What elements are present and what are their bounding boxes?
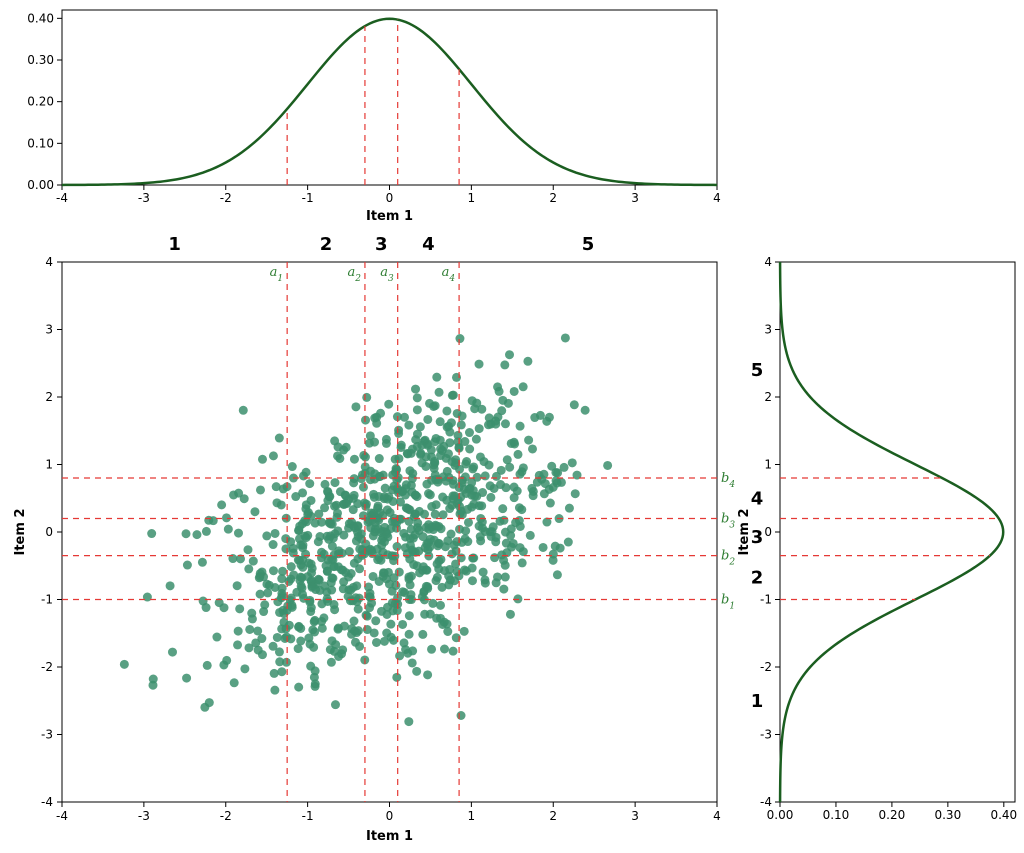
top-ytick: 0.30 <box>27 53 54 67</box>
top-xtick: -3 <box>138 191 150 205</box>
scatter-ytick: -4 <box>41 795 53 809</box>
scatter-ylabel: Item 2 <box>13 509 28 556</box>
figure-container: { "figure": { "width_px": 1024, "height_… <box>0 0 1024 853</box>
top-xtick: 0 <box>386 191 394 205</box>
top-marginal-frame <box>62 10 717 185</box>
right-ytick: 2 <box>764 390 772 404</box>
top-xlabel: Item 1 <box>366 209 413 224</box>
top-region-label: 2 <box>320 234 333 255</box>
top-xtick: -2 <box>220 191 232 205</box>
right-ytick: -1 <box>760 593 772 607</box>
scatter-ytick: 0 <box>45 525 53 539</box>
right-xtick: 0.00 <box>767 808 794 822</box>
top-xtick: 4 <box>713 191 721 205</box>
scatter-ytick: 1 <box>45 458 53 472</box>
scatter-xtick: -2 <box>220 809 232 823</box>
scatter-ytick: 4 <box>45 255 53 269</box>
top-xtick: -1 <box>302 191 314 205</box>
vertical-cut-label: a1 <box>270 265 284 284</box>
scatter-xtick: 0 <box>386 809 394 823</box>
top-ytick: 0.40 <box>27 11 54 25</box>
right-density-curve <box>780 262 1003 802</box>
right-ytick: -2 <box>760 660 772 674</box>
right-marginal-frame <box>780 262 1015 802</box>
right-xtick: 0.40 <box>990 808 1017 822</box>
figure-svg: -4 -3 -2 -1 0 1 2 3 4 -4 -3 -2 -1 0 1 2 3 4 Item 1 Item 2 a1… <box>0 0 1024 853</box>
vertical-cut-label: a4 <box>442 265 456 284</box>
scatter-xtick: 3 <box>631 809 639 823</box>
top-xtick: 1 <box>468 191 476 205</box>
right-region-label: 2 <box>751 568 764 589</box>
scatter-xtick: 4 <box>713 809 721 823</box>
horizontal-cut-label: b2 <box>721 549 735 568</box>
right-ytick: -4 <box>760 795 772 809</box>
top-xtick: -4 <box>56 191 68 205</box>
scatter-ytick: 3 <box>45 323 53 337</box>
top-ytick: 0.10 <box>27 136 54 150</box>
vertical-cut-label: a3 <box>380 265 394 284</box>
right-xtick: 0.30 <box>934 808 961 822</box>
right-ytick: -3 <box>760 728 772 742</box>
top-region-label: 1 <box>168 234 181 255</box>
right-ytick: 0 <box>764 525 772 539</box>
top-density-curve <box>62 19 717 185</box>
top-region-label: 5 <box>582 234 595 255</box>
right-region-label: 3 <box>751 527 764 548</box>
right-region-label: 4 <box>751 488 764 509</box>
scatter-xlabel: Item 1 <box>366 829 413 844</box>
top-xtick: 3 <box>631 191 639 205</box>
top-xtick: 2 <box>549 191 557 205</box>
scatter-ytick: -2 <box>41 660 53 674</box>
scatter-ytick: -3 <box>41 728 53 742</box>
scatter-ytick: -1 <box>41 593 53 607</box>
scatter-points <box>120 333 612 726</box>
scatter-xtick: -3 <box>138 809 150 823</box>
horizontal-cut-label: b4 <box>721 471 735 490</box>
right-ytick: 1 <box>764 458 772 472</box>
right-region-label: 5 <box>751 360 764 381</box>
right-ytick: 4 <box>764 255 772 269</box>
top-ytick: 0.00 <box>27 178 54 192</box>
top-region-label: 4 <box>422 234 435 255</box>
scatter-xtick: -1 <box>302 809 314 823</box>
scatter-xtick: 2 <box>549 809 557 823</box>
right-ylabel: Item 2 <box>737 509 752 556</box>
scatter-xtick: -4 <box>56 809 68 823</box>
right-xtick: 0.20 <box>879 808 906 822</box>
right-region-label: 1 <box>751 691 764 712</box>
vertical-cut-label: a2 <box>347 265 361 284</box>
horizontal-cut-label: b1 <box>721 593 735 612</box>
top-ytick: 0.20 <box>27 95 54 109</box>
right-ytick: 3 <box>764 323 772 337</box>
scatter-ytick: 2 <box>45 390 53 404</box>
horizontal-cut-label: b3 <box>721 512 735 531</box>
right-xtick: 0.10 <box>823 808 850 822</box>
scatter-xtick: 1 <box>468 809 476 823</box>
top-region-label: 3 <box>375 234 388 255</box>
